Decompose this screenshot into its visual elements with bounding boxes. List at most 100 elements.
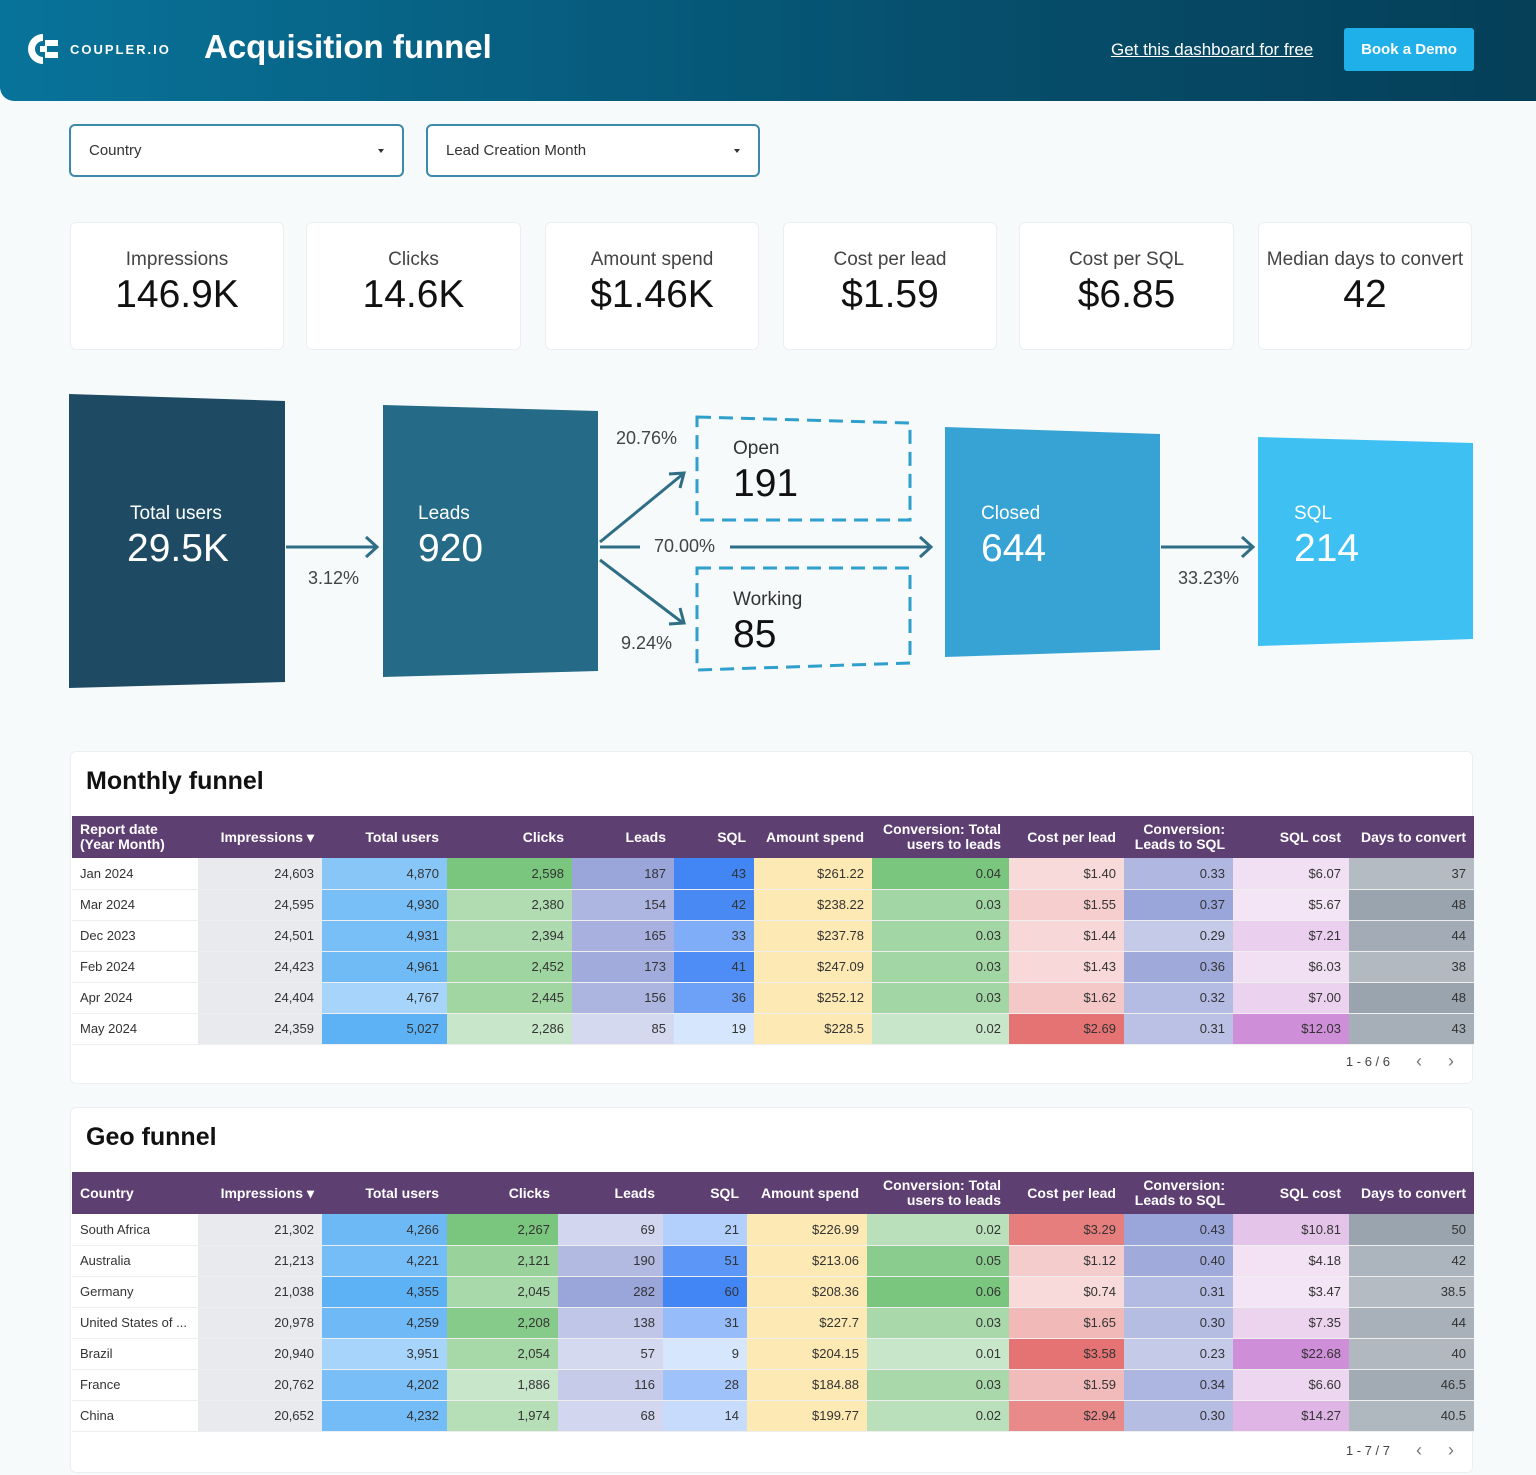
table-cell: 0.01 (867, 1338, 1009, 1370)
table-cell: 2,054 (447, 1338, 558, 1370)
book-demo-button[interactable]: Book a Demo (1344, 28, 1474, 71)
table-cell: 156 (572, 982, 674, 1014)
column-header[interactable]: SQL (674, 816, 754, 858)
country-filter[interactable]: Country (69, 124, 404, 177)
column-header[interactable]: Clicks (447, 1172, 558, 1214)
column-header[interactable]: Country (72, 1172, 198, 1214)
table-cell: $7.35 (1233, 1307, 1349, 1339)
table-cell: 31 (663, 1307, 747, 1339)
chevron-right-icon[interactable]: › (1448, 1051, 1454, 1071)
column-header[interactable]: Cost per lead (1009, 1172, 1124, 1214)
open-label: Open (733, 438, 780, 459)
table-cell: 43 (674, 858, 754, 890)
table-cell: 0.03 (872, 982, 1009, 1014)
column-header[interactable]: SQL cost (1233, 816, 1349, 858)
chevron-right-icon[interactable]: › (1448, 1440, 1454, 1460)
table-cell: 116 (558, 1369, 663, 1401)
chevron-left-icon[interactable]: ‹ (1416, 1440, 1422, 1460)
table-row: Brazil 20,940 3,951 2,054 57 9 $204.15 0.01 $3.5… (72, 1338, 1474, 1370)
column-header[interactable]: Conversion: Leads to SQL (1124, 816, 1233, 858)
table-cell: 14 (663, 1400, 747, 1432)
table-cell: $1.55 (1009, 889, 1124, 921)
column-header[interactable]: Total users (322, 1172, 447, 1214)
working-label: Working (733, 589, 803, 610)
closed-label: Closed (981, 503, 1041, 524)
table-cell: 20,978 (198, 1307, 322, 1339)
table-cell: $0.74 (1009, 1276, 1124, 1308)
leads-shape (383, 405, 598, 677)
table-cell: 165 (572, 920, 674, 952)
column-header[interactable]: Report date (Year Month) (72, 816, 198, 858)
table-cell: 0.02 (867, 1214, 1009, 1246)
total-users-value: 29.5K (127, 527, 229, 570)
column-header[interactable]: SQL cost (1233, 1172, 1349, 1214)
table-cell: 20,762 (198, 1369, 322, 1401)
working-box (695, 566, 912, 672)
table-cell: $4.18 (1233, 1245, 1349, 1277)
table-cell: 24,359 (198, 1013, 322, 1045)
lead-month-filter[interactable]: Lead Creation Month (426, 124, 760, 177)
table-row: Australia 21,213 4,221 2,121 190 51 $213.06 0.0… (72, 1245, 1474, 1277)
table-cell: 4,931 (322, 920, 447, 952)
column-header[interactable]: Leads (558, 1172, 663, 1214)
column-header[interactable]: Amount spend (747, 1172, 867, 1214)
column-header[interactable]: Total users (322, 816, 447, 858)
column-header[interactable]: Leads (572, 816, 674, 858)
table-cell: Dec 2023 (72, 920, 198, 952)
table-cell: 68 (558, 1400, 663, 1432)
column-header[interactable]: Days to convert (1349, 1172, 1474, 1214)
table-cell: 0.29 (1124, 920, 1233, 952)
kpi-label: Cost per lead (833, 249, 947, 270)
chevron-left-icon[interactable]: ‹ (1416, 1051, 1422, 1071)
table-cell: Apr 2024 (72, 982, 198, 1014)
table-cell: 0.36 (1124, 951, 1233, 983)
column-header[interactable]: Impressions ▾ (198, 816, 322, 858)
table-cell: 4,266 (322, 1214, 447, 1246)
table-cell: 2,267 (447, 1214, 558, 1246)
column-header[interactable]: Conversion: Total users to leads (872, 816, 1009, 858)
monthly-funnel-card: Monthly funnel Report date (Year Month) I… (70, 751, 1474, 1084)
table-cell: 4,232 (322, 1400, 447, 1432)
table-cell: 0.03 (867, 1369, 1009, 1401)
kpi-value: 42 (1343, 273, 1387, 316)
table-cell: 24,423 (198, 951, 322, 983)
table-cell: May 2024 (72, 1013, 198, 1045)
table-cell: Jan 2024 (72, 858, 198, 890)
table-cell: 48 (1349, 982, 1474, 1014)
kpi-label: Median days to convert (1266, 249, 1464, 270)
column-header[interactable]: Impressions ▾ (198, 1172, 322, 1214)
leads-value: 920 (418, 527, 484, 570)
column-header[interactable]: Clicks (447, 816, 572, 858)
column-header[interactable]: Conversion: Total users to leads (867, 1172, 1009, 1214)
coupler-logo-icon (28, 34, 58, 64)
coupler-logo[interactable]: COUPLER.IO (26, 32, 171, 66)
table-cell: $2.69 (1009, 1013, 1124, 1045)
kpi-card-clicks: Clicks 14.6K (306, 222, 521, 350)
table-cell: 0.31 (1124, 1013, 1233, 1045)
table-cell: 48 (1349, 889, 1474, 921)
geo-funnel-title: Geo funnel (86, 1123, 217, 1151)
table-row: Apr 2024 24,404 4,767 2,445 156 36 $252.12 0.03… (72, 982, 1474, 1014)
column-header[interactable]: SQL (663, 1172, 747, 1214)
column-header[interactable]: Days to convert (1349, 816, 1474, 858)
table-cell: 2,598 (447, 858, 572, 890)
column-header[interactable]: Cost per lead (1009, 816, 1124, 858)
table-cell: 9 (663, 1338, 747, 1370)
table-cell: $1.65 (1009, 1307, 1124, 1339)
table-cell: 46.5 (1349, 1369, 1474, 1401)
table-row: May 2024 24,359 5,027 2,286 85 19 $228.5 0.02 $2… (72, 1013, 1474, 1045)
table-cell: 21,213 (198, 1245, 322, 1277)
table-cell: 190 (558, 1245, 663, 1277)
caret-down-icon (734, 149, 740, 153)
closed-shape (945, 427, 1160, 657)
table-cell: 21,302 (198, 1214, 322, 1246)
table-header-row: Report date (Year Month) Impressions ▾ Tot… (72, 816, 1474, 858)
monthly-pagination: 1 - 6 / 6 ‹ › (1346, 1051, 1454, 1072)
get-dashboard-link[interactable]: Get this dashboard for free (1111, 40, 1314, 59)
working-value: 85 (733, 613, 777, 656)
table-cell: $12.03 (1233, 1013, 1349, 1045)
country-filter-label: Country (89, 142, 142, 159)
column-header[interactable]: Amount spend (754, 816, 872, 858)
column-header[interactable]: Conversion: Leads to SQL (1124, 1172, 1233, 1214)
table-cell: $1.62 (1009, 982, 1124, 1014)
